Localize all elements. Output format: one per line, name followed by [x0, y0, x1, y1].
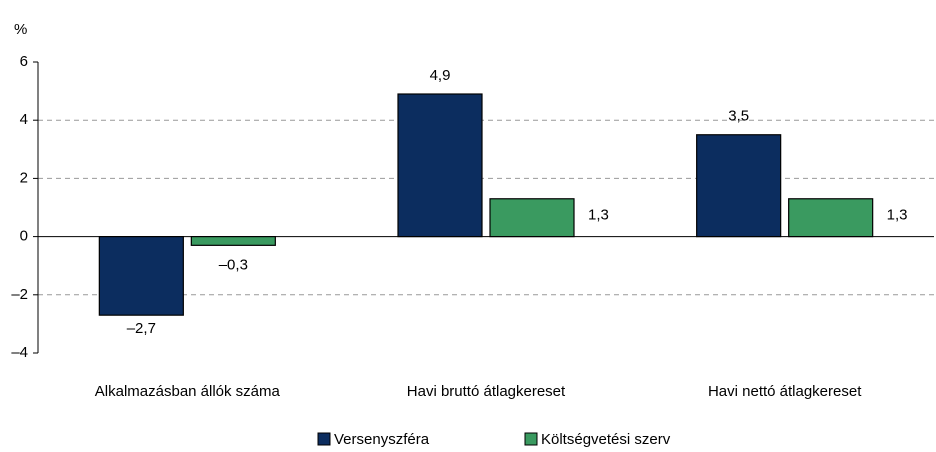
- data-label: 4,9: [430, 67, 451, 84]
- bar: [190, 236, 276, 246]
- legend-label: Költségvetési szerv: [541, 431, 671, 448]
- y-axis-label: %: [14, 21, 27, 38]
- y-tick-label: 2: [20, 169, 28, 186]
- data-label: 3,5: [728, 108, 749, 125]
- bar: [397, 93, 483, 238]
- bar: [489, 198, 575, 238]
- y-tick-label: 0: [20, 228, 28, 245]
- data-label: –0,3: [219, 256, 248, 273]
- y-tick-label: 6: [20, 53, 28, 70]
- legend-label: Versenyszféra: [334, 431, 430, 448]
- legend-swatch: [317, 432, 331, 446]
- legend-swatch: [524, 432, 538, 446]
- y-tick-label: –4: [11, 344, 28, 361]
- bar: [98, 236, 184, 316]
- x-tick-label: Havi bruttó átlagkereset: [407, 383, 566, 400]
- data-label: 1,3: [588, 207, 609, 224]
- data-label: 1,3: [887, 207, 908, 224]
- y-tick-label: –2: [11, 286, 28, 303]
- bar: [696, 134, 782, 238]
- bar: [788, 198, 874, 238]
- data-label: –2,7: [127, 320, 156, 337]
- y-tick-label: 4: [20, 111, 28, 128]
- x-tick-label: Havi nettó átlagkereset: [708, 383, 862, 400]
- x-tick-label: Alkalmazásban állók száma: [95, 383, 281, 400]
